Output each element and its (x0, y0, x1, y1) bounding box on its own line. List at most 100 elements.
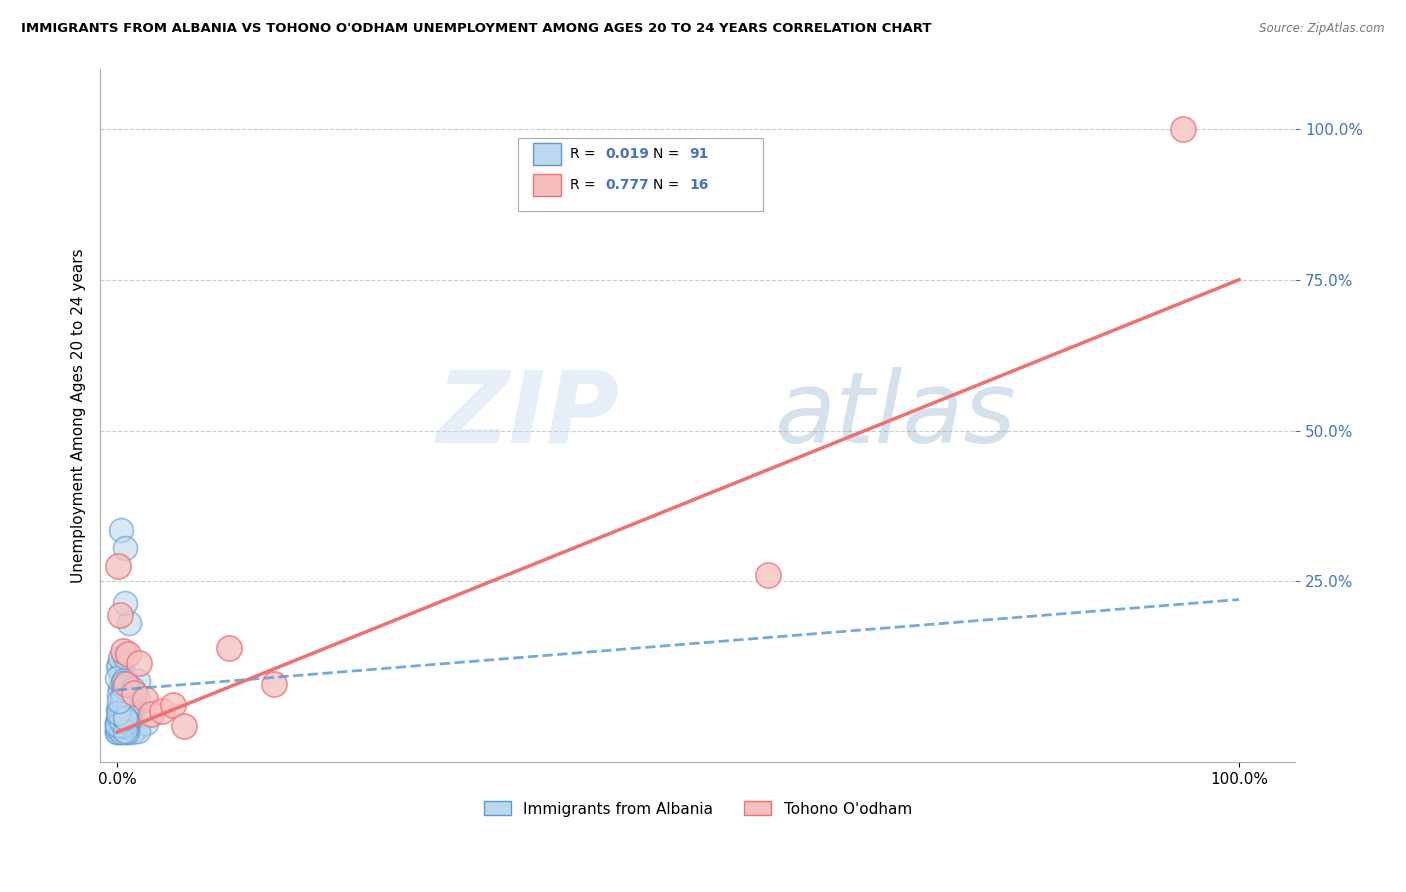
Point (111, 662, 134, 676)
Point (111, 716, 134, 731)
Point (114, 719, 136, 733)
Point (120, 693, 142, 707)
Point (112, 698, 135, 713)
Point (111, 723, 134, 738)
Text: ZIP: ZIP (437, 367, 620, 464)
Point (105, 721, 128, 735)
Point (118, 689, 141, 703)
Text: atlas: atlas (775, 367, 1017, 464)
Point (115, 723, 138, 737)
Point (110, 724, 132, 739)
Point (114, 722, 136, 736)
Point (122, 697, 145, 711)
Point (115, 677, 138, 691)
Point (115, 725, 138, 739)
Point (218, 640, 240, 655)
Point (115, 679, 138, 693)
Point (115, 722, 138, 736)
Point (128, 656, 150, 670)
Point (117, 720, 139, 734)
Point (108, 721, 131, 735)
Point (112, 712, 135, 726)
Point (114, 541, 136, 556)
Point (114, 695, 136, 709)
Point (112, 690, 135, 704)
Point (173, 719, 195, 733)
Point (115, 718, 138, 732)
Point (118, 615, 141, 630)
FancyBboxPatch shape (533, 143, 561, 165)
Point (121, 725, 143, 739)
Point (117, 696, 139, 710)
Point (114, 724, 136, 739)
Point (120, 709, 142, 723)
Point (107, 559, 129, 574)
Point (127, 673, 149, 688)
Point (110, 703, 132, 717)
Point (1171, 121, 1194, 136)
Point (108, 710, 131, 724)
Point (112, 711, 135, 725)
Text: 0.777: 0.777 (606, 178, 650, 192)
Point (110, 721, 132, 735)
Point (756, 568, 779, 582)
Point (112, 713, 135, 727)
Point (108, 681, 131, 696)
Point (124, 723, 146, 738)
Point (135, 716, 157, 731)
Point (114, 724, 136, 739)
Text: 91: 91 (689, 147, 709, 161)
Text: N =: N = (654, 178, 685, 192)
Point (122, 686, 145, 700)
Point (114, 717, 136, 731)
Point (107, 660, 129, 674)
Point (108, 657, 131, 671)
Point (105, 671, 128, 685)
Point (107, 721, 129, 735)
Point (112, 680, 135, 694)
Point (117, 718, 139, 732)
Text: 16: 16 (689, 178, 709, 192)
Point (107, 718, 129, 732)
Point (111, 690, 134, 705)
Point (110, 523, 132, 537)
Point (114, 679, 136, 693)
Point (134, 692, 156, 706)
Point (150, 704, 173, 718)
Point (115, 714, 138, 728)
Point (127, 723, 149, 738)
Point (118, 697, 141, 711)
Y-axis label: Unemployment Among Ages 20 to 24 years: Unemployment Among Ages 20 to 24 years (72, 248, 86, 582)
Text: Source: ZipAtlas.com: Source: ZipAtlas.com (1260, 22, 1385, 36)
Point (110, 667, 132, 681)
Text: IMMIGRANTS FROM ALBANIA VS TOHONO O'ODHAM UNEMPLOYMENT AMONG AGES 20 TO 24 YEARS: IMMIGRANTS FROM ALBANIA VS TOHONO O'ODHA… (21, 22, 932, 36)
Point (108, 650, 131, 665)
Point (263, 677, 285, 691)
Point (107, 694, 129, 708)
Point (110, 712, 132, 726)
Point (112, 718, 135, 732)
Point (112, 673, 135, 688)
Point (114, 596, 136, 610)
Text: R =: R = (569, 147, 600, 161)
Point (107, 724, 129, 739)
Point (105, 717, 128, 731)
Point (111, 714, 134, 729)
Text: N =: N = (654, 147, 685, 161)
Point (108, 710, 131, 724)
Point (108, 712, 131, 726)
Point (107, 702, 129, 716)
Point (107, 713, 129, 727)
Text: R =: R = (569, 178, 600, 192)
Point (117, 705, 139, 719)
Point (118, 714, 141, 728)
FancyBboxPatch shape (533, 174, 561, 196)
Point (111, 676, 134, 690)
Point (114, 711, 136, 725)
Point (117, 709, 139, 723)
Point (111, 707, 134, 722)
Point (139, 707, 162, 722)
Point (162, 698, 184, 712)
Point (115, 702, 138, 716)
Point (110, 607, 132, 622)
